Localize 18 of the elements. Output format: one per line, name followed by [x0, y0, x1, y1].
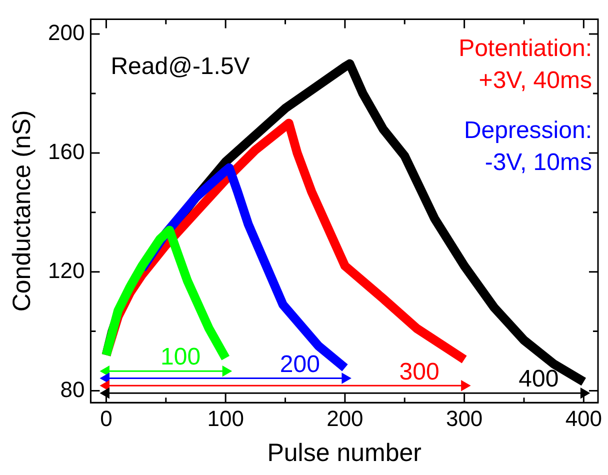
annotation: 200 — [280, 350, 320, 378]
y-tick-label: 160 — [48, 139, 85, 164]
annotation: 400 — [518, 366, 559, 393]
y-tick-label: 80 — [60, 376, 85, 402]
annotation: Potentiation: +3V, 40ms — [458, 34, 592, 94]
annotation: Read@-1.5V — [110, 52, 250, 80]
annotation: Depression: -3V, 10ms — [464, 116, 592, 176]
x-tick-label: 0 — [100, 406, 112, 431]
annotation: 300 — [399, 358, 440, 386]
annotation: 100 — [160, 344, 201, 371]
y-tick-label: 200 — [48, 20, 85, 46]
x-axis-title: Pulse number — [267, 438, 422, 467]
y-tick-label: 120 — [48, 258, 85, 283]
x-tick-label: 200 — [326, 406, 364, 431]
y-axis-title: Conductance (nS) — [8, 110, 36, 312]
x-tick-label: 300 — [446, 406, 483, 431]
x-tick-label: 100 — [207, 406, 244, 431]
x-tick-label: 400 — [565, 406, 602, 431]
